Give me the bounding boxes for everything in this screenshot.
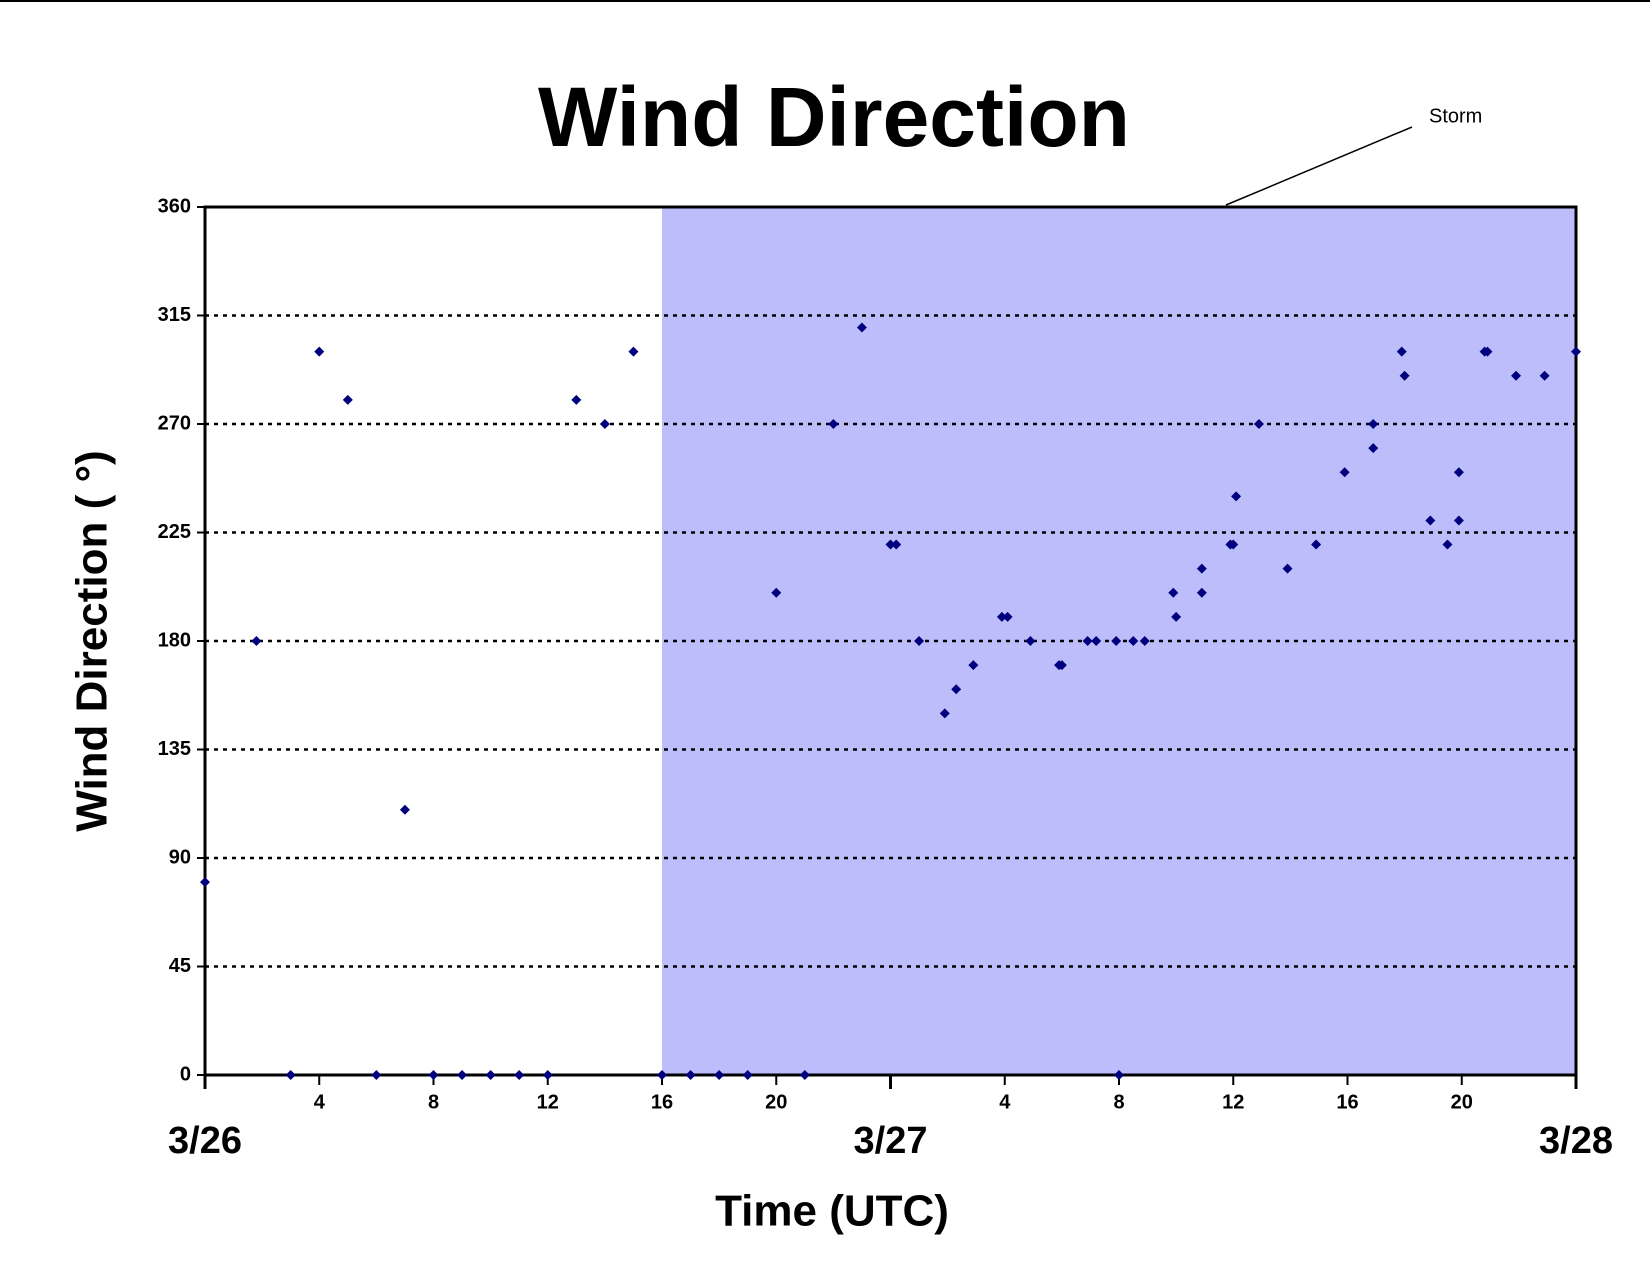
x-tick-label: 4 [314, 1091, 326, 1113]
data-point [251, 636, 262, 646]
x-date-label: 3/26 [168, 1120, 242, 1162]
data-point [939, 708, 950, 719]
data-point [799, 1070, 810, 1080]
y-axis-label: Wind Direction ( °) [68, 450, 117, 831]
data-point [1453, 515, 1464, 526]
data-point [1196, 563, 1207, 574]
x-tick-label: 8 [428, 1091, 439, 1113]
y-tick-label: 270 [158, 412, 191, 434]
data-point [657, 1070, 667, 1080]
x-tick-label: 20 [1451, 1091, 1473, 1113]
x-tick-label: 20 [765, 1091, 787, 1113]
data-point [1196, 587, 1207, 598]
data-point [1368, 443, 1379, 454]
x-tick-label: 4 [999, 1091, 1011, 1113]
x-axis-label: Time (UTC) [715, 1187, 949, 1236]
y-tick-label: 315 [158, 304, 191, 326]
data-point [1453, 467, 1464, 478]
data-point [285, 1070, 296, 1080]
data-point [714, 1070, 725, 1080]
y-tick-label: 135 [158, 738, 191, 760]
annotation: Storm [1429, 105, 1482, 127]
data-point [428, 1070, 439, 1080]
data-point [1253, 419, 1264, 429]
data-point [200, 877, 210, 888]
data-point [1111, 636, 1122, 646]
x-date-label: 3/27 [854, 1120, 928, 1162]
data-point [1339, 467, 1350, 478]
data-point [485, 1070, 496, 1080]
data-point [996, 611, 1007, 622]
chart-title: Wind Direction [538, 70, 1130, 164]
data-point [1399, 370, 1410, 381]
data-point [399, 804, 410, 815]
x-tick-label: 8 [1113, 1091, 1124, 1113]
data-point [1168, 587, 1179, 598]
data-point [968, 660, 979, 671]
data-point [457, 1070, 468, 1080]
data-point [1128, 636, 1139, 646]
x-tick-label: 16 [1336, 1091, 1358, 1113]
data-point [914, 636, 925, 646]
data-point [342, 394, 353, 405]
annotation-line [1225, 126, 1413, 206]
data-point [1231, 491, 1242, 502]
data-point [856, 322, 867, 333]
data-point [1091, 636, 1102, 646]
data-point [1114, 1070, 1124, 1080]
data-point [1002, 611, 1013, 622]
data-point [514, 1070, 525, 1080]
data-point [1482, 346, 1493, 357]
x-date-label: 3/28 [1539, 1120, 1613, 1162]
data-point [1082, 636, 1093, 646]
data-point [542, 1070, 553, 1080]
data-point [628, 346, 639, 357]
data-point [828, 419, 839, 429]
data-point [771, 587, 782, 598]
y-tick-label: 180 [158, 629, 191, 651]
data-point [1139, 636, 1150, 646]
data-point [1171, 611, 1182, 622]
data-point [571, 394, 582, 405]
plot-frame [203, 205, 1578, 1077]
data-point [1511, 370, 1522, 381]
y-tick-label: 360 [158, 195, 191, 217]
data-point [1282, 563, 1293, 574]
y-tick-label: 90 [169, 846, 191, 868]
data-point [1396, 346, 1407, 357]
y-tick-label: 225 [158, 521, 191, 543]
data-point [951, 684, 962, 695]
x-tick-label: 12 [537, 1091, 559, 1113]
y-tick-label: 45 [169, 955, 191, 977]
data-point [1425, 515, 1436, 526]
data-point [1228, 539, 1239, 550]
data-point [599, 419, 610, 429]
data-point [371, 1070, 382, 1080]
data-point [1025, 636, 1036, 646]
x-tick-label: 16 [651, 1091, 673, 1113]
y-tick-label: 0 [180, 1063, 191, 1085]
data-point [1368, 419, 1379, 429]
data-point [1442, 539, 1453, 550]
data-point [885, 539, 896, 550]
data-point [1539, 370, 1550, 381]
data-point [891, 539, 902, 550]
data-point [685, 1070, 696, 1080]
data-point [1056, 660, 1067, 671]
x-tick-label: 12 [1222, 1091, 1244, 1113]
data-point [742, 1070, 753, 1080]
data-point [1311, 539, 1322, 550]
data-point [314, 346, 325, 357]
data-point [1571, 346, 1581, 357]
